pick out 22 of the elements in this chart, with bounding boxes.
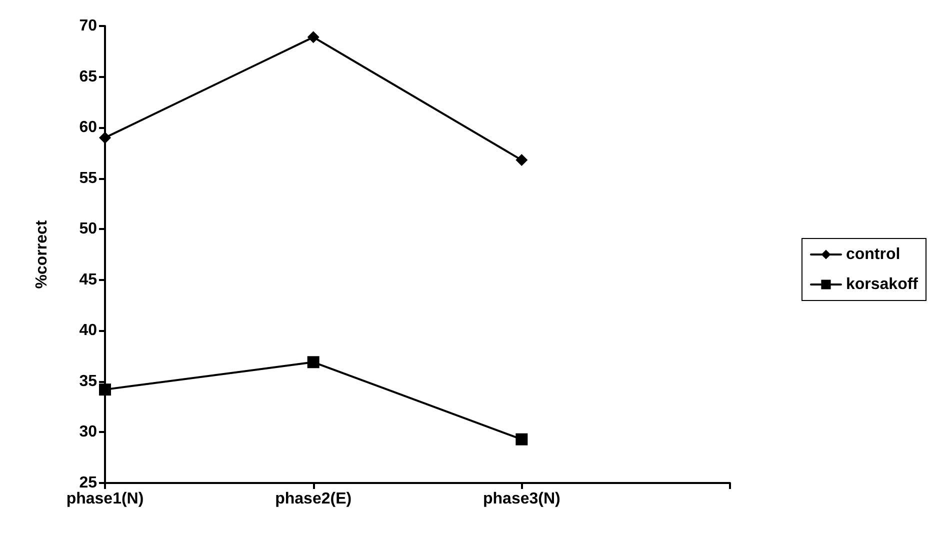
y-tick-label: 45 [79, 271, 98, 288]
point [99, 384, 111, 396]
point [307, 356, 320, 368]
point [516, 154, 528, 166]
legend-label: control [846, 246, 900, 263]
y-tick-label: 65 [79, 68, 98, 86]
y-tick-label: 50 [79, 220, 98, 238]
y-tick-label: 70 [79, 18, 98, 34]
y-tick-label: 25 [79, 474, 98, 492]
y-tick-label: 60 [79, 119, 98, 136]
point [99, 132, 111, 144]
y-tick-label: 40 [79, 322, 98, 340]
x-tick-label: phase2(E) [275, 490, 352, 508]
legend-label: korsakoff [846, 276, 919, 293]
point [307, 31, 320, 44]
x-tick-label: phase1(N) [66, 490, 144, 508]
point [516, 433, 528, 446]
y-axis-title: %correct [34, 220, 50, 289]
x-tick-label: phase3(N) [482, 490, 560, 508]
y-tick-label: 30 [79, 424, 98, 441]
y-tick-label: 35 [79, 372, 98, 390]
y-tick-label: 55 [79, 170, 98, 187]
